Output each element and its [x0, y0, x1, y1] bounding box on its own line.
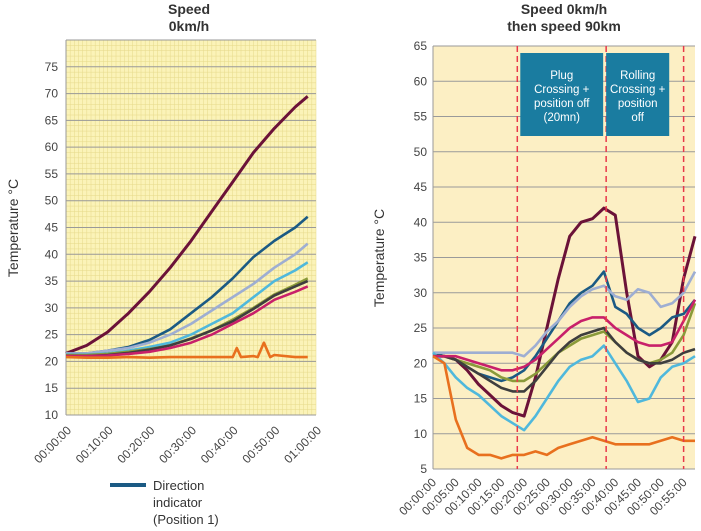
right-y-tick-label: 25	[414, 321, 428, 335]
left-y-tick-label: 75	[45, 60, 59, 74]
left-chart: Speed 0km/h 10 15 20 25 30 35 40 45 50 55 60 65 70 75…	[5, 1, 324, 466]
right-y-tick-label: 55	[414, 110, 428, 124]
legend-label-line-1: Direction	[153, 478, 204, 493]
right-y-tick-label: 5	[420, 462, 427, 476]
right-y-tick-label: 35	[414, 251, 428, 265]
left-y-tick-label: 65	[45, 113, 59, 127]
left-x-tick-label: 00:20:00	[115, 423, 158, 466]
right-y-tick-label: 45	[414, 180, 428, 194]
right-annotation-text: off	[631, 112, 644, 124]
right-y-tick-label: 60	[414, 74, 428, 88]
right-annotation-text: position	[618, 98, 658, 110]
left-y-tick-label: 10	[45, 408, 59, 422]
right-annotation-box	[520, 53, 604, 136]
left-series-line	[65, 95, 309, 355]
legend-label-line-2: indicator	[153, 495, 203, 510]
left-x-tick-label: 00:30:00	[156, 423, 199, 466]
left-series-lines	[65, 95, 309, 359]
right-annotation-text: position off	[534, 98, 590, 110]
right-chart: Speed 0km/h then speed 90km 5 10 15 20 25 30 3…	[371, 1, 697, 518]
left-y-tick-labels: 10 15 20 25 30 35 40 45 50 55 60 65 70 75	[45, 60, 59, 422]
left-chart-title-line-2: 0km/h	[169, 18, 209, 34]
right-chart-title-line-1: Speed 0km/h	[521, 1, 607, 17]
left-y-tick-label: 25	[45, 328, 59, 342]
left-x-tick-label: 00:40:00	[198, 423, 241, 466]
legend-label-line-3: (Position 1)	[153, 512, 219, 527]
left-y-axis-label: Temperature °C	[5, 179, 21, 277]
left-y-tick-label: 55	[45, 167, 59, 181]
right-annotation-text: Crossing +	[610, 84, 666, 96]
right-series-lines	[432, 206, 697, 460]
right-x-tick-labels: 00:00:0000:05:0000:10:0000:15:0000:20:00…	[396, 475, 690, 518]
right-y-tick-label: 30	[414, 286, 428, 300]
right-series-line	[432, 344, 696, 432]
left-x-tick-label: 00:00:00	[31, 423, 74, 466]
right-annotation-text: (20mn)	[544, 112, 581, 124]
left-x-tick-label: 00:50:00	[240, 423, 283, 466]
right-annotation-text: Crossing +	[534, 84, 590, 96]
left-y-tick-label: 30	[45, 301, 59, 315]
right-y-tick-label: 10	[414, 427, 428, 441]
left-series-line	[66, 242, 309, 355]
left-y-tick-label: 50	[45, 194, 59, 208]
left-y-tick-label: 45	[45, 221, 59, 235]
left-series-line	[66, 285, 309, 358]
legend: Direction indicator (Position 1)	[110, 478, 219, 527]
left-y-tick-label: 70	[45, 87, 59, 101]
right-y-tick-label: 40	[414, 215, 428, 229]
right-annotation-box	[606, 53, 670, 136]
right-series-line	[433, 206, 697, 418]
right-series-line	[433, 326, 696, 393]
left-y-tick-label: 60	[45, 140, 59, 154]
left-x-tick-label: 00:10:00	[73, 423, 116, 466]
right-annotation-text: Rolling	[620, 70, 655, 82]
left-x-tick-label: 01:00:00	[281, 423, 324, 466]
right-annotation-text: Plug	[550, 70, 573, 82]
right-y-tick-label: 20	[414, 356, 428, 370]
left-x-tick-labels: 00:00:0000:10:0000:20:0000:30:0000:40:00…	[31, 423, 324, 466]
right-series-line	[433, 270, 697, 358]
right-chart-title-line-2: then speed 90km	[507, 18, 621, 34]
right-series-line	[433, 299, 697, 372]
right-annotation-boxes: Plug Crossing + position off (20mn) Rolling C…	[520, 53, 670, 136]
left-y-tick-label: 20	[45, 354, 59, 368]
left-chart-title-line-1: Speed	[168, 1, 210, 17]
right-y-tick-label: 50	[414, 145, 428, 159]
right-y-tick-label: 15	[414, 392, 428, 406]
right-series-line	[432, 355, 695, 460]
left-series-line	[65, 341, 308, 359]
left-y-tick-label: 15	[45, 381, 59, 395]
right-y-tick-labels: 5 10 15 20 25 30 35 40 45 50 55 60 65	[414, 39, 428, 476]
left-y-tick-label: 40	[45, 247, 59, 261]
left-y-tick-label: 35	[45, 274, 59, 288]
right-y-axis-label: Temperature °C	[371, 209, 387, 307]
right-y-tick-label: 65	[414, 39, 428, 53]
